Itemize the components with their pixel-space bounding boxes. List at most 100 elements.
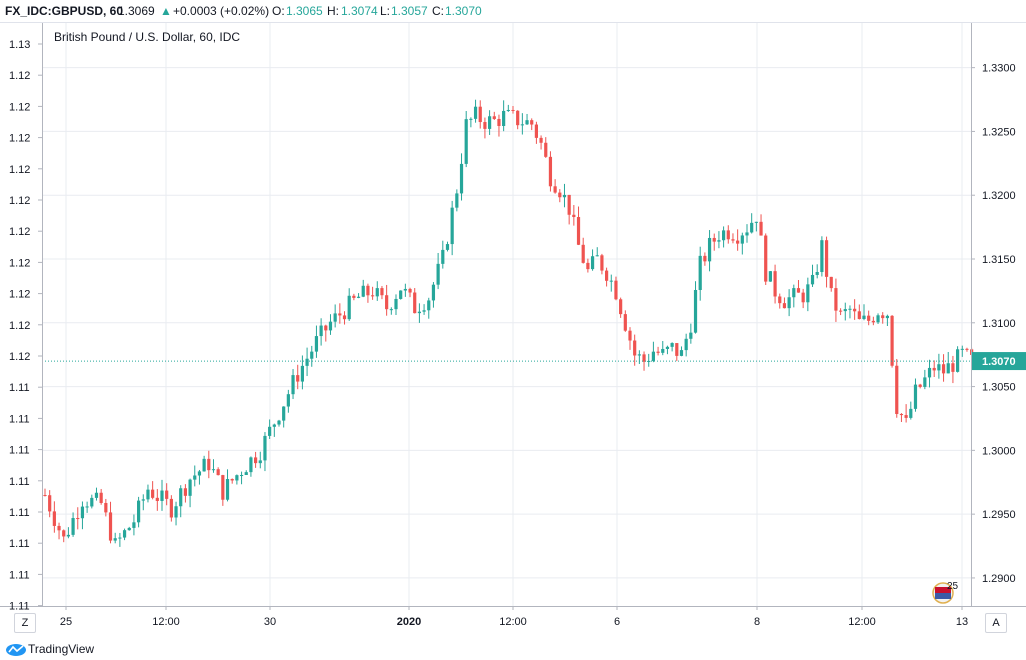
candle-body <box>155 497 159 501</box>
candle-body <box>853 308 857 312</box>
candle <box>904 404 908 423</box>
candle-body <box>76 518 80 520</box>
candle-body <box>356 296 361 298</box>
candle <box>127 526 131 531</box>
candle-body <box>801 292 805 303</box>
candle <box>249 456 253 477</box>
candle-body <box>595 255 599 257</box>
candle-body <box>773 271 777 297</box>
candle-body <box>609 280 613 282</box>
candle <box>848 305 852 319</box>
candle <box>263 432 267 472</box>
left-price-axis[interactable]: 1.13 1.12 1.12 1.12 1.12 1.12 1.12 1.12 1.12 1.12… <box>9 39 42 613</box>
candle-body <box>408 288 412 293</box>
candle-body <box>923 377 927 387</box>
candle-body <box>675 343 679 356</box>
tradingview-footer[interactable]: TradingView <box>0 638 200 660</box>
candle-body <box>731 239 735 241</box>
candle <box>923 369 927 390</box>
candle-body <box>141 499 145 501</box>
candle-body <box>824 240 829 277</box>
candle <box>99 488 103 505</box>
candle <box>689 323 693 344</box>
tradingview-brand[interactable]: TradingView <box>28 642 95 656</box>
left-axis-label: 1.11 <box>9 538 30 550</box>
candle-body <box>633 340 637 356</box>
candle-body <box>179 488 183 507</box>
candle <box>324 324 328 342</box>
candle <box>441 240 445 269</box>
candlestick-series <box>43 99 974 547</box>
candle-body <box>960 348 964 350</box>
candle <box>595 247 599 257</box>
candle <box>857 304 861 320</box>
timezone-button[interactable]: Z <box>14 613 36 633</box>
candle-body <box>389 309 393 311</box>
candle <box>342 311 347 325</box>
candle-body <box>736 240 740 244</box>
candle-body <box>567 194 571 215</box>
candle-body <box>605 270 609 281</box>
candle <box>104 498 108 517</box>
candle-body <box>815 272 819 275</box>
candle <box>876 313 880 325</box>
candle-body <box>885 315 889 319</box>
candle <box>703 252 707 266</box>
candle-body <box>810 274 815 285</box>
current-price-value: 1.3070 <box>982 356 1016 368</box>
candle-body <box>403 288 407 291</box>
candle-body <box>857 311 861 319</box>
candle <box>352 293 356 301</box>
candle <box>141 494 145 511</box>
us-uk-flag-icon: 25 <box>932 581 959 604</box>
candle-body <box>684 338 688 351</box>
candle <box>567 194 571 225</box>
candle <box>511 106 515 114</box>
candle-body <box>614 280 618 300</box>
candle <box>459 153 464 201</box>
candle <box>651 341 655 363</box>
candle <box>675 343 679 362</box>
candle-body <box>726 230 730 240</box>
symbol-name[interactable]: FX_IDC:GBPUSD, 60 <box>5 4 124 18</box>
candle-body <box>347 295 351 320</box>
auto-scale-button[interactable]: A <box>985 613 1007 633</box>
candle <box>918 383 922 389</box>
candle-body <box>239 475 244 477</box>
candle <box>558 189 562 203</box>
candle-body <box>464 119 468 164</box>
time-axis[interactable]: 25 12:00 30 2020 12:00 6 8 12:00 13 <box>60 606 968 628</box>
left-axis-label: 1.11 <box>9 601 30 613</box>
candle-body <box>656 351 660 353</box>
candle-body <box>890 315 894 366</box>
candle-body <box>778 296 782 304</box>
candle-body <box>333 313 337 322</box>
candle <box>670 342 674 352</box>
candle <box>57 522 61 540</box>
left-axis-label: 1.12 <box>9 257 30 269</box>
candle <box>488 110 492 135</box>
right-price-axis[interactable]: 1.3300 1.3250 1.3200 1.3150 1.3100 1.3050 1.30… <box>971 63 1016 585</box>
candle <box>731 233 735 244</box>
candle <box>478 100 482 129</box>
candle <box>305 347 309 377</box>
candle <box>473 99 478 123</box>
candle-body <box>113 538 117 541</box>
candle-body <box>637 354 641 356</box>
candle-body <box>665 346 670 349</box>
candle-body <box>661 348 665 353</box>
candle <box>712 233 716 251</box>
right-axis-label: 1.2950 <box>982 509 1016 521</box>
right-axis-label: 1.3000 <box>982 445 1016 457</box>
candle-body <box>445 244 450 250</box>
candle-body <box>244 472 248 476</box>
candle-body <box>932 367 936 371</box>
candle-body <box>544 142 548 157</box>
candle-body <box>707 237 712 262</box>
candle <box>810 264 815 287</box>
candle <box>314 325 319 358</box>
candle-body <box>188 479 192 496</box>
candle <box>431 282 436 308</box>
candle-body <box>576 217 581 245</box>
